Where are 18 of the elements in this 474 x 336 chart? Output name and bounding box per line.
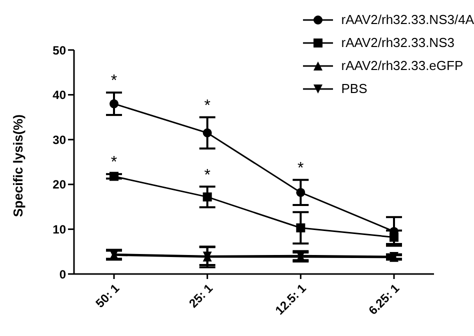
annotation: * — [110, 154, 118, 172]
x-tick-label: 25: 1 — [186, 280, 216, 310]
legend-label: rAAV2/rh32.33.NS3/4A — [341, 11, 474, 29]
annotation: * — [204, 166, 210, 184]
y-tick-label: 40 — [52, 88, 66, 102]
annotation: * — [204, 97, 210, 114]
legend-label: PBS — [341, 80, 368, 98]
annotation: * — [110, 72, 118, 90]
y-axis-title: Specific lysis(%) — [10, 114, 26, 217]
annotation: * — [298, 160, 304, 178]
y-tick-label: 50 — [52, 43, 66, 58]
y-tick-label: 10 — [52, 222, 66, 236]
x-tick-label: 50: 1 — [92, 280, 122, 310]
legend-label: rAAV2/rh32.33.eGFP — [341, 57, 464, 75]
y-tick-label: 0 — [59, 267, 66, 282]
y-tick-label: 20 — [52, 178, 66, 192]
legend-label: rAAV2/rh32.33.NS3 — [341, 34, 454, 52]
y-tick-label: 30 — [52, 132, 66, 147]
